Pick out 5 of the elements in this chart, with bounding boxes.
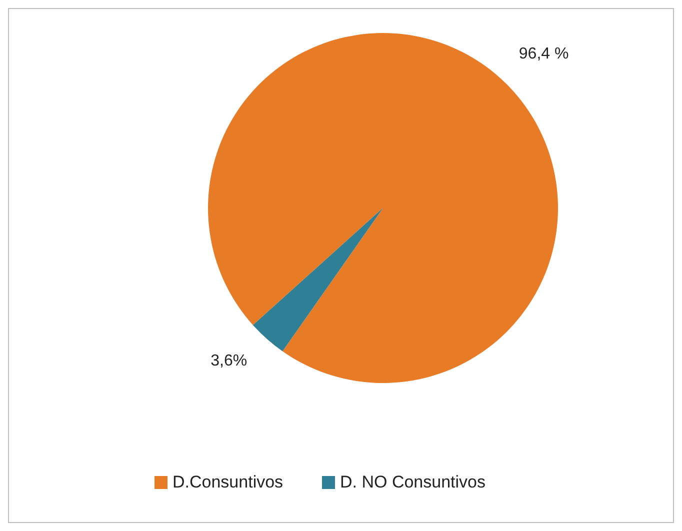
data-label: 96,4 %: [518, 46, 569, 63]
pie-slice: [252, 208, 383, 352]
data-label: 3,6%: [210, 352, 248, 370]
legend-label: D.Consuntivos: [172, 472, 284, 492]
legend-label: D. NO Consuntivos: [340, 472, 486, 492]
